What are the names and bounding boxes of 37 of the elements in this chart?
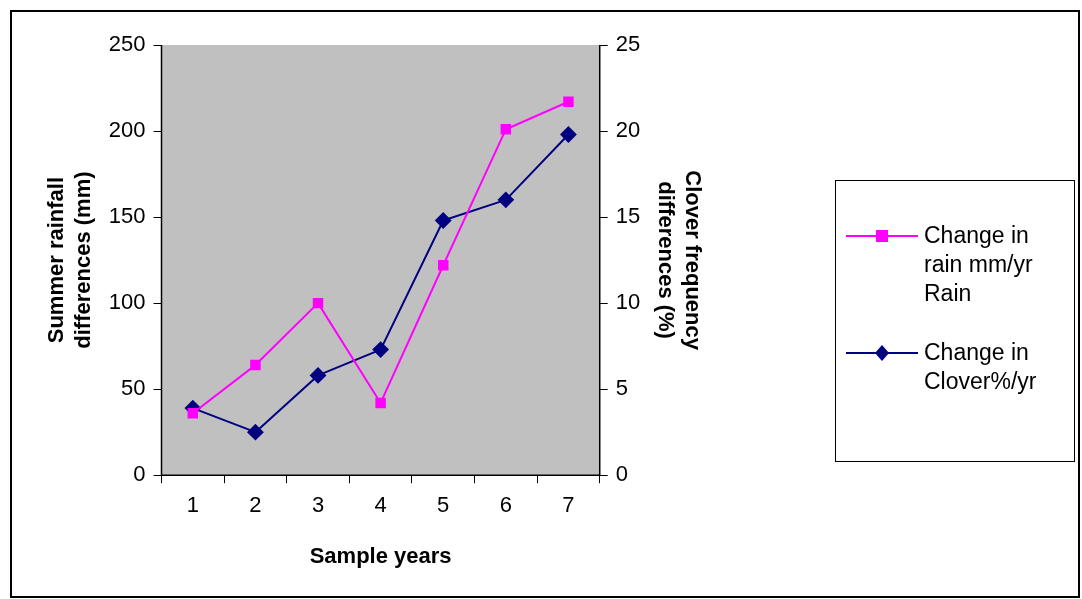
point — [500, 124, 512, 135]
x-tick-label: 1 — [186, 492, 199, 518]
point — [375, 397, 386, 409]
y-axis-title: Summer rainfall differences (mm) — [43, 171, 95, 349]
x-tick-label: 7 — [562, 492, 575, 518]
x-tick-label: 2 — [249, 492, 262, 518]
x-tick-label: 3 — [311, 492, 325, 518]
point — [312, 297, 324, 309]
point — [247, 424, 264, 441]
y2-tick-label: 15 — [615, 203, 641, 229]
y2-tick-label: 25 — [615, 31, 641, 57]
point — [310, 367, 327, 384]
y-tick-label: 250 — [108, 31, 146, 57]
y-tick-label: 200 — [108, 117, 146, 143]
point — [560, 126, 577, 143]
y2-axis-title: Clover frequency differences (%) — [654, 170, 706, 351]
x-tick-label: 4 — [374, 492, 387, 518]
legend-label: Change in rain mm/yr Rain — [924, 221, 1034, 308]
point — [437, 260, 449, 271]
y-tick-label: 0 — [133, 461, 146, 487]
point — [187, 408, 199, 419]
x-tick-label: 6 — [499, 492, 512, 518]
x-tick-label: 5 — [437, 492, 450, 518]
point — [435, 212, 452, 229]
y2-tick-label: 5 — [615, 375, 628, 401]
point — [372, 341, 389, 358]
y-tick-label: 50 — [121, 375, 146, 401]
point — [250, 359, 261, 371]
point — [563, 96, 574, 108]
point — [497, 191, 514, 208]
y-tick-label: 150 — [108, 203, 146, 229]
y2-tick-label: 0 — [615, 461, 628, 487]
x-axis-title: Sample years — [309, 542, 452, 568]
legend-label: Change in Clover%/yr — [924, 338, 1038, 396]
y2-tick-label: 10 — [615, 289, 641, 315]
y-tick-label: 100 — [108, 289, 146, 315]
y2-tick-label: 20 — [615, 117, 641, 143]
